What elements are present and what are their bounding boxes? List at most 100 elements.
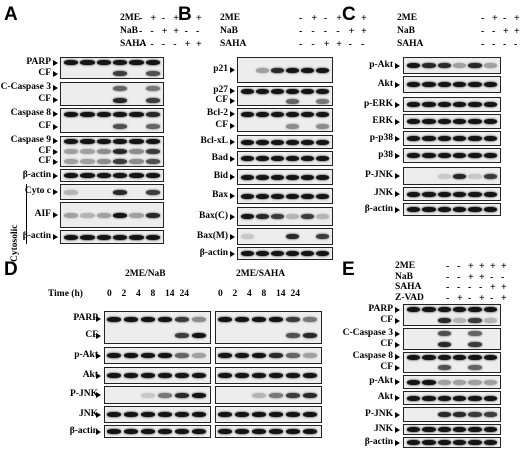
protein-label: p-ERK — [363, 98, 393, 109]
blot-band — [192, 429, 206, 434]
blot-band — [303, 392, 317, 398]
blot-band — [422, 379, 436, 385]
group-label: 2ME/NaB — [125, 269, 166, 279]
blot-band — [483, 153, 497, 158]
blot-band — [96, 173, 111, 178]
time-point: 14 — [276, 289, 286, 299]
blot-strip — [237, 169, 333, 185]
blot-band — [129, 234, 144, 240]
blot-band — [235, 353, 249, 358]
blot-band — [241, 193, 254, 199]
condition-label: NaB — [220, 26, 238, 36]
condition-sign: - — [299, 26, 303, 37]
condition-label: 2ME — [397, 13, 418, 23]
condition-sign: - — [457, 282, 461, 293]
protein-label: p38 — [378, 149, 393, 160]
band-arrow-icon — [395, 118, 400, 125]
blot-band — [286, 123, 299, 129]
blot-band — [437, 307, 451, 312]
protein-label: p27 — [213, 85, 228, 95]
blot-band — [192, 392, 206, 398]
blot-band — [301, 67, 314, 73]
blot-band — [453, 412, 467, 417]
condition-sign: + — [468, 271, 474, 283]
band-arrow-icon — [230, 233, 235, 240]
blot-band — [483, 440, 497, 445]
blot-band — [158, 353, 172, 358]
band-arrow-icon — [53, 85, 58, 91]
time-point: 8 — [150, 289, 156, 299]
blot-band — [64, 159, 79, 165]
protein-label: PARP — [73, 313, 98, 324]
blot-band — [145, 97, 160, 103]
blot-strip — [403, 187, 501, 201]
blot-band — [453, 440, 467, 445]
blot-band — [316, 67, 329, 73]
blot-band — [145, 124, 160, 130]
blot-band — [301, 251, 314, 256]
condition-sign: + — [490, 282, 496, 293]
condition-sign: + — [336, 13, 342, 24]
blot-band — [483, 395, 497, 401]
blot-strip — [215, 406, 322, 423]
blot-band — [64, 234, 79, 240]
blot-band — [256, 88, 269, 94]
protein-label: β-actin — [22, 169, 51, 180]
condition-sign: + — [323, 39, 330, 50]
blot-band — [483, 173, 497, 179]
panel-letter: B — [178, 4, 192, 25]
band-arrow-icon — [96, 372, 101, 379]
blot-band — [235, 373, 249, 378]
condition-sign: - — [481, 39, 485, 50]
blot-band — [235, 412, 249, 417]
blot-band — [80, 212, 95, 218]
band-arrow-icon — [395, 426, 400, 433]
blot-band — [407, 395, 421, 401]
protein-label: JNK — [374, 423, 393, 434]
blot-band — [316, 123, 329, 129]
blot-band — [269, 392, 283, 398]
blot-band — [241, 234, 254, 239]
blot-band — [141, 412, 155, 417]
protein-label: P-JNK — [365, 408, 393, 419]
band-arrow-icon — [395, 191, 400, 197]
blot-band — [483, 82, 497, 87]
blot-band — [113, 60, 128, 65]
blot-band — [483, 427, 497, 432]
blot-band — [256, 156, 269, 161]
blot-band — [252, 373, 266, 378]
protein-label: CF — [85, 329, 98, 340]
blot-band — [422, 427, 436, 432]
blot-band — [80, 138, 95, 144]
protein-label: CF — [380, 314, 393, 325]
band-arrow-icon — [53, 123, 58, 130]
band-arrow-icon — [53, 70, 58, 77]
blot-strip — [104, 311, 211, 344]
blot-band — [483, 307, 497, 312]
blot-band — [107, 373, 121, 378]
condition-sign: - — [161, 39, 166, 50]
blot-band — [107, 316, 121, 322]
condition-sign: - — [457, 261, 461, 272]
blot-band — [64, 173, 79, 178]
blot-band — [145, 85, 160, 91]
protein-label: PARP — [368, 303, 393, 314]
blot-band — [483, 63, 497, 68]
condition-sign: - — [311, 39, 315, 50]
condition-sign: - — [514, 39, 518, 50]
condition-label: Z-VAD — [395, 292, 424, 303]
blot-band — [256, 139, 269, 145]
protein-label: P-JNK — [365, 170, 393, 180]
condition-sign: - — [311, 26, 315, 37]
blot-band — [286, 174, 299, 180]
condition-sign: + — [514, 26, 520, 37]
blot-band — [141, 429, 155, 434]
blot-band — [129, 149, 144, 154]
condition-label: NaB — [120, 26, 138, 36]
blot-band — [192, 316, 206, 322]
protein-label: Akt — [82, 369, 98, 380]
condition-sign: + — [336, 39, 342, 50]
blot-band — [286, 88, 299, 94]
time-point: 0 — [218, 289, 223, 299]
blot-band — [113, 111, 128, 117]
